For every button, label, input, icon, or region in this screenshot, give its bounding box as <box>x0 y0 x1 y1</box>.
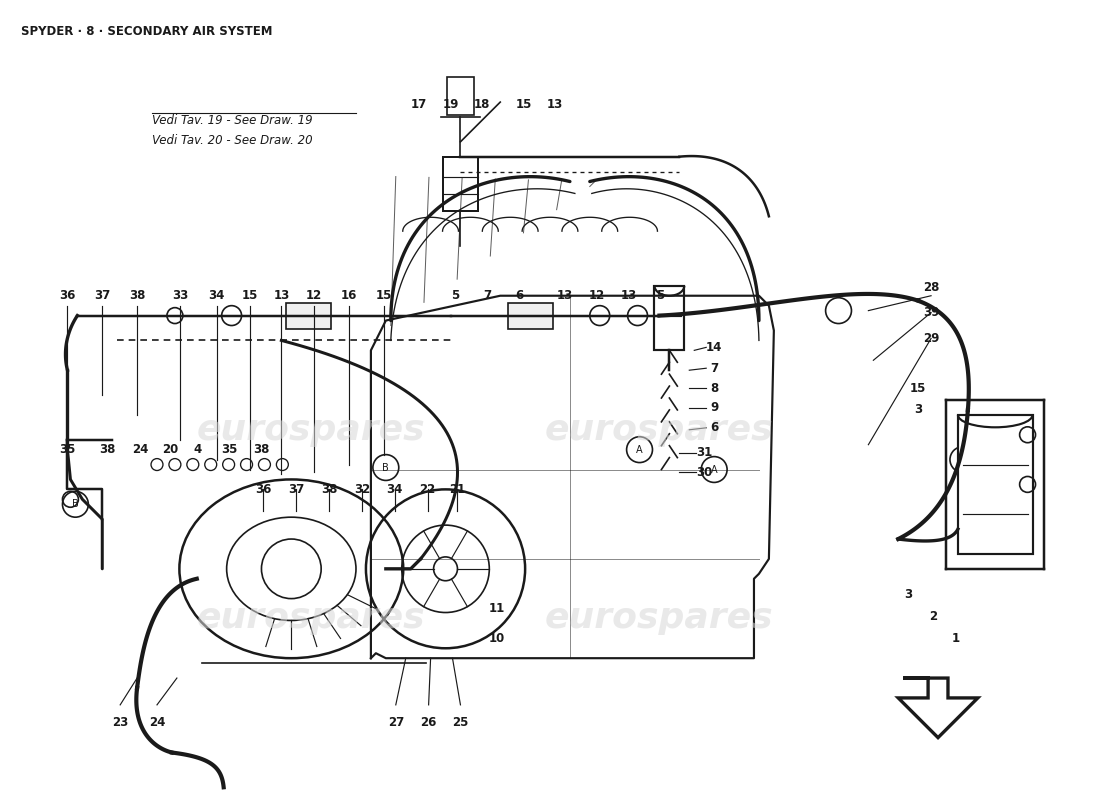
Text: 9: 9 <box>710 402 718 414</box>
Text: 1: 1 <box>952 632 960 645</box>
Text: 38: 38 <box>253 443 270 456</box>
Text: 35: 35 <box>59 443 76 456</box>
Text: 5: 5 <box>451 290 460 302</box>
Text: A: A <box>711 465 717 474</box>
Bar <box>508 302 553 329</box>
Text: 34: 34 <box>209 290 224 302</box>
Text: 38: 38 <box>321 483 338 496</box>
Text: 16: 16 <box>341 290 358 302</box>
Text: 20: 20 <box>162 443 178 456</box>
Text: 38: 38 <box>99 443 116 456</box>
Bar <box>447 78 474 115</box>
Text: 12: 12 <box>306 290 322 302</box>
Text: 15: 15 <box>910 382 926 394</box>
Text: 7: 7 <box>483 290 492 302</box>
Text: 13: 13 <box>273 290 289 302</box>
Text: eurospares: eurospares <box>546 413 773 446</box>
Text: 28: 28 <box>923 282 939 294</box>
Text: 5: 5 <box>657 290 664 302</box>
Text: 35: 35 <box>221 443 238 456</box>
Text: 14: 14 <box>706 341 723 354</box>
Text: 2: 2 <box>930 610 937 623</box>
Text: 27: 27 <box>387 716 404 730</box>
Text: 13: 13 <box>620 290 637 302</box>
Bar <box>286 302 331 329</box>
Text: 11: 11 <box>490 602 505 615</box>
Text: 4: 4 <box>194 443 202 456</box>
Text: 21: 21 <box>449 483 465 496</box>
Text: 15: 15 <box>241 290 257 302</box>
Text: 6: 6 <box>710 422 718 434</box>
Text: 37: 37 <box>95 290 110 302</box>
Text: 32: 32 <box>354 483 370 496</box>
Text: 19: 19 <box>442 98 459 110</box>
Text: 30: 30 <box>696 466 713 479</box>
Bar <box>442 157 478 211</box>
Text: 37: 37 <box>288 483 305 496</box>
Text: 29: 29 <box>923 332 939 345</box>
Text: 36: 36 <box>59 290 76 302</box>
Text: 34: 34 <box>386 483 403 496</box>
Text: B: B <box>72 499 79 510</box>
Text: Vedi Tav. 19 - See Draw. 19: Vedi Tav. 19 - See Draw. 19 <box>152 114 312 127</box>
Text: 33: 33 <box>172 290 188 302</box>
Text: 26: 26 <box>420 716 437 730</box>
Text: eurospares: eurospares <box>197 602 426 635</box>
Text: eurospares: eurospares <box>546 602 773 635</box>
Text: 15: 15 <box>516 98 532 110</box>
Text: 24: 24 <box>132 443 148 456</box>
Text: B: B <box>383 462 389 473</box>
Text: 18: 18 <box>474 98 491 110</box>
Text: 8: 8 <box>710 382 718 394</box>
Text: 36: 36 <box>255 483 272 496</box>
Text: 3: 3 <box>914 403 922 417</box>
Text: 12: 12 <box>588 290 605 302</box>
Text: 25: 25 <box>452 716 469 730</box>
Text: 7: 7 <box>711 362 718 374</box>
Text: 39: 39 <box>923 306 939 319</box>
Bar <box>654 286 684 350</box>
Text: 31: 31 <box>696 446 713 459</box>
Text: 3: 3 <box>904 588 912 601</box>
Text: Vedi Tav. 20 - See Draw. 20: Vedi Tav. 20 - See Draw. 20 <box>152 134 312 147</box>
Text: 13: 13 <box>557 290 573 302</box>
Text: SPYDER · 8 · SECONDARY AIR SYSTEM: SPYDER · 8 · SECONDARY AIR SYSTEM <box>21 25 272 38</box>
Text: 6: 6 <box>515 290 524 302</box>
Text: 23: 23 <box>112 716 129 730</box>
Text: 10: 10 <box>490 632 505 645</box>
Text: 22: 22 <box>419 483 436 496</box>
Text: 15: 15 <box>376 290 392 302</box>
Text: eurospares: eurospares <box>197 413 426 446</box>
Text: 17: 17 <box>410 98 427 110</box>
Text: 38: 38 <box>129 290 145 302</box>
Bar <box>958 415 1033 554</box>
Text: A: A <box>636 445 642 454</box>
Text: 24: 24 <box>148 716 165 730</box>
Text: 13: 13 <box>547 98 563 110</box>
